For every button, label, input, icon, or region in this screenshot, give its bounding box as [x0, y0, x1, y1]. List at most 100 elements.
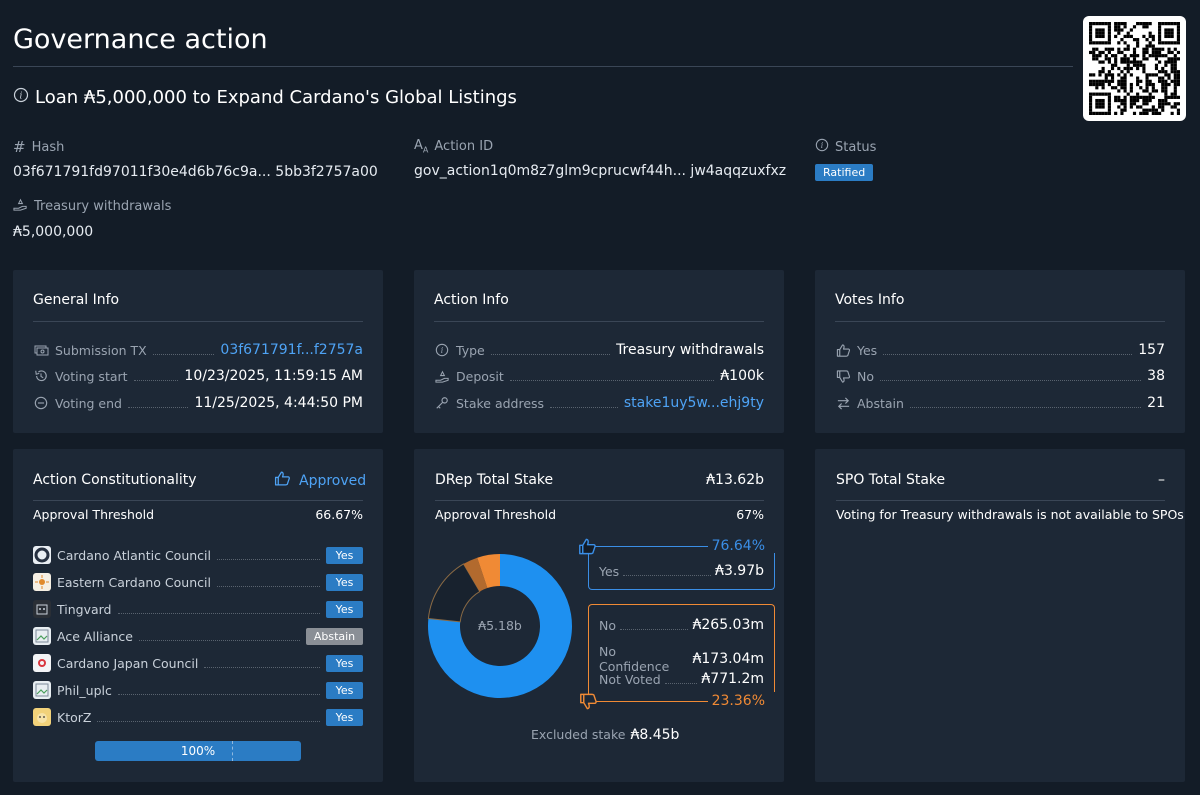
voting-end-value: 11/25/2025, 4:44:50 PM	[194, 395, 363, 411]
dots-leader	[97, 720, 320, 722]
stake-address-row: Stake address stake1uy5w...ehj9ty	[434, 393, 764, 413]
card-title: Votes Info	[835, 292, 905, 308]
card-title: Action Constitutionality	[33, 472, 197, 488]
dots-leader	[550, 406, 618, 408]
thumbs-up-icon	[274, 470, 291, 491]
qr-code	[1083, 16, 1186, 121]
title-divider	[13, 66, 1073, 67]
yes-stake-box	[588, 553, 775, 590]
swap-arrows-icon	[835, 395, 851, 411]
dots-leader	[883, 353, 1133, 355]
hand-coin-icon	[434, 368, 450, 384]
hash-value[interactable]: 03f671791fd97011f30e4d6b76c9a... 5bb3f27…	[13, 164, 378, 180]
avatar	[33, 681, 51, 699]
action-id-label: Action ID	[434, 138, 494, 154]
type-label: Type	[456, 342, 485, 358]
avatar	[33, 546, 51, 564]
threshold-value: 67%	[736, 507, 764, 522]
dots-leader	[127, 406, 189, 408]
no-confidence-label: No Confidence	[599, 644, 670, 674]
history-icon	[33, 368, 49, 384]
not-voted-value: ₳771.2m	[701, 671, 764, 687]
card-title: Action Info	[434, 292, 509, 308]
dots-leader	[133, 379, 179, 381]
yes-stake-value: ₳3.97b	[715, 563, 764, 579]
action-info-card: Action Info i Type Treasury withdrawals …	[414, 270, 784, 433]
avatar	[33, 627, 51, 645]
dots-leader	[138, 639, 300, 641]
drep-donut-chart	[427, 554, 572, 698]
dots-leader	[909, 406, 1142, 408]
member-name: Phil_uplc	[57, 682, 112, 698]
dots-leader	[152, 353, 215, 355]
voting-start-row: Voting start 10/23/2025, 11:59:15 AM	[33, 366, 363, 386]
key-icon	[434, 395, 450, 411]
no-count: 38	[1147, 368, 1165, 384]
spo-total-value: –	[1158, 472, 1165, 488]
general-info-card: General Info Submission TX 03f671791f...…	[13, 270, 383, 433]
type-value: Treasury withdrawals	[616, 342, 764, 358]
no-label: No	[857, 368, 874, 384]
no-percentage: 23.36%	[711, 693, 765, 709]
action-id-field: AA Action ID gov_action1q0m8z7glm9cprucwf…	[414, 138, 786, 179]
status-field: i Status Ratified	[815, 138, 876, 181]
page-title: Governance action	[13, 24, 268, 55]
dots-leader	[880, 379, 1142, 381]
submission-tx-label: Submission TX	[55, 342, 147, 358]
info-icon: i	[13, 87, 29, 108]
committee-member-row[interactable]: Phil_uplc Yes	[33, 680, 363, 700]
yes-connector-line	[588, 546, 708, 547]
thumbs-up-icon	[835, 342, 851, 358]
threshold-label: Approval Threshold	[33, 507, 155, 522]
deposit-row: Deposit ₳100k	[434, 366, 764, 386]
yes-count: 157	[1138, 342, 1165, 358]
withdrawals-field: Treasury withdrawals ₳5,000,000	[13, 197, 171, 240]
svg-text:i: i	[20, 92, 23, 102]
divider	[33, 321, 363, 322]
divider	[836, 500, 1165, 501]
avatar	[33, 654, 51, 672]
donut-center-label: ₳5.18b	[478, 618, 522, 633]
deposit-value: ₳100k	[720, 368, 764, 384]
donut-slice-no	[477, 554, 500, 589]
committee-member-row[interactable]: Cardano Japan Council Yes	[33, 653, 363, 673]
voting-start-label: Voting start	[55, 368, 128, 384]
yes-percentage: 76.64%	[711, 538, 765, 554]
action-id-value[interactable]: gov_action1q0m8z7glm9cprucwf44h... jw4aq…	[414, 162, 787, 179]
minus-circle-icon	[33, 395, 49, 411]
yes-stake-row: Yes ₳3.97b	[599, 563, 764, 579]
font-icon: AA	[414, 138, 429, 155]
dots-leader	[117, 693, 320, 695]
card-title: General Info	[33, 292, 120, 308]
drep-total-value: ₳13.62b	[706, 472, 764, 488]
no-label: No	[599, 617, 616, 633]
committee-member-row[interactable]: KtorZ Yes	[33, 707, 363, 727]
avatar	[33, 600, 51, 618]
votes-info-card: Votes Info Yes 157 No 38 Abstain 21	[815, 270, 1185, 433]
card-title: DRep Total Stake	[435, 472, 554, 488]
no-confidence-row: No Confidence ₳173.04m	[599, 644, 764, 674]
divider	[435, 500, 764, 501]
vote-badge: Yes	[326, 654, 363, 672]
no-stake-row: No ₳265.03m	[599, 617, 764, 633]
hand-coin-icon	[13, 197, 28, 216]
committee-member-row[interactable]: Eastern Cardano Council Yes	[33, 572, 363, 592]
action-title-text: Loan ₳5,000,000 to Expand Cardano's Glob…	[35, 87, 517, 108]
vote-badge: Abstain	[306, 627, 363, 645]
committee-member-row[interactable]: Tingvard Yes	[33, 599, 363, 619]
abstain-count: 21	[1147, 395, 1165, 411]
voting-start-value: 10/23/2025, 11:59:15 AM	[184, 368, 363, 384]
withdrawals-label: Treasury withdrawals	[34, 199, 172, 214]
submission-tx-link[interactable]: 03f671791f...f2757a	[220, 342, 363, 358]
info-icon: i	[815, 138, 829, 156]
committee-member-row[interactable]: Ace Alliance Abstain	[33, 626, 363, 646]
status-label: Status	[835, 139, 877, 155]
member-name: Cardano Japan Council	[57, 655, 199, 671]
committee-member-row[interactable]: Cardano Atlantic Council Yes	[33, 545, 363, 565]
vote-badge: Yes	[326, 546, 363, 564]
no-confidence-value: ₳173.04m	[692, 651, 764, 667]
approved-label: Approved	[299, 472, 367, 489]
cash-stack-icon	[33, 342, 49, 358]
avatar	[33, 708, 51, 726]
stake-address-link[interactable]: stake1uy5w...ehj9ty	[623, 395, 764, 411]
